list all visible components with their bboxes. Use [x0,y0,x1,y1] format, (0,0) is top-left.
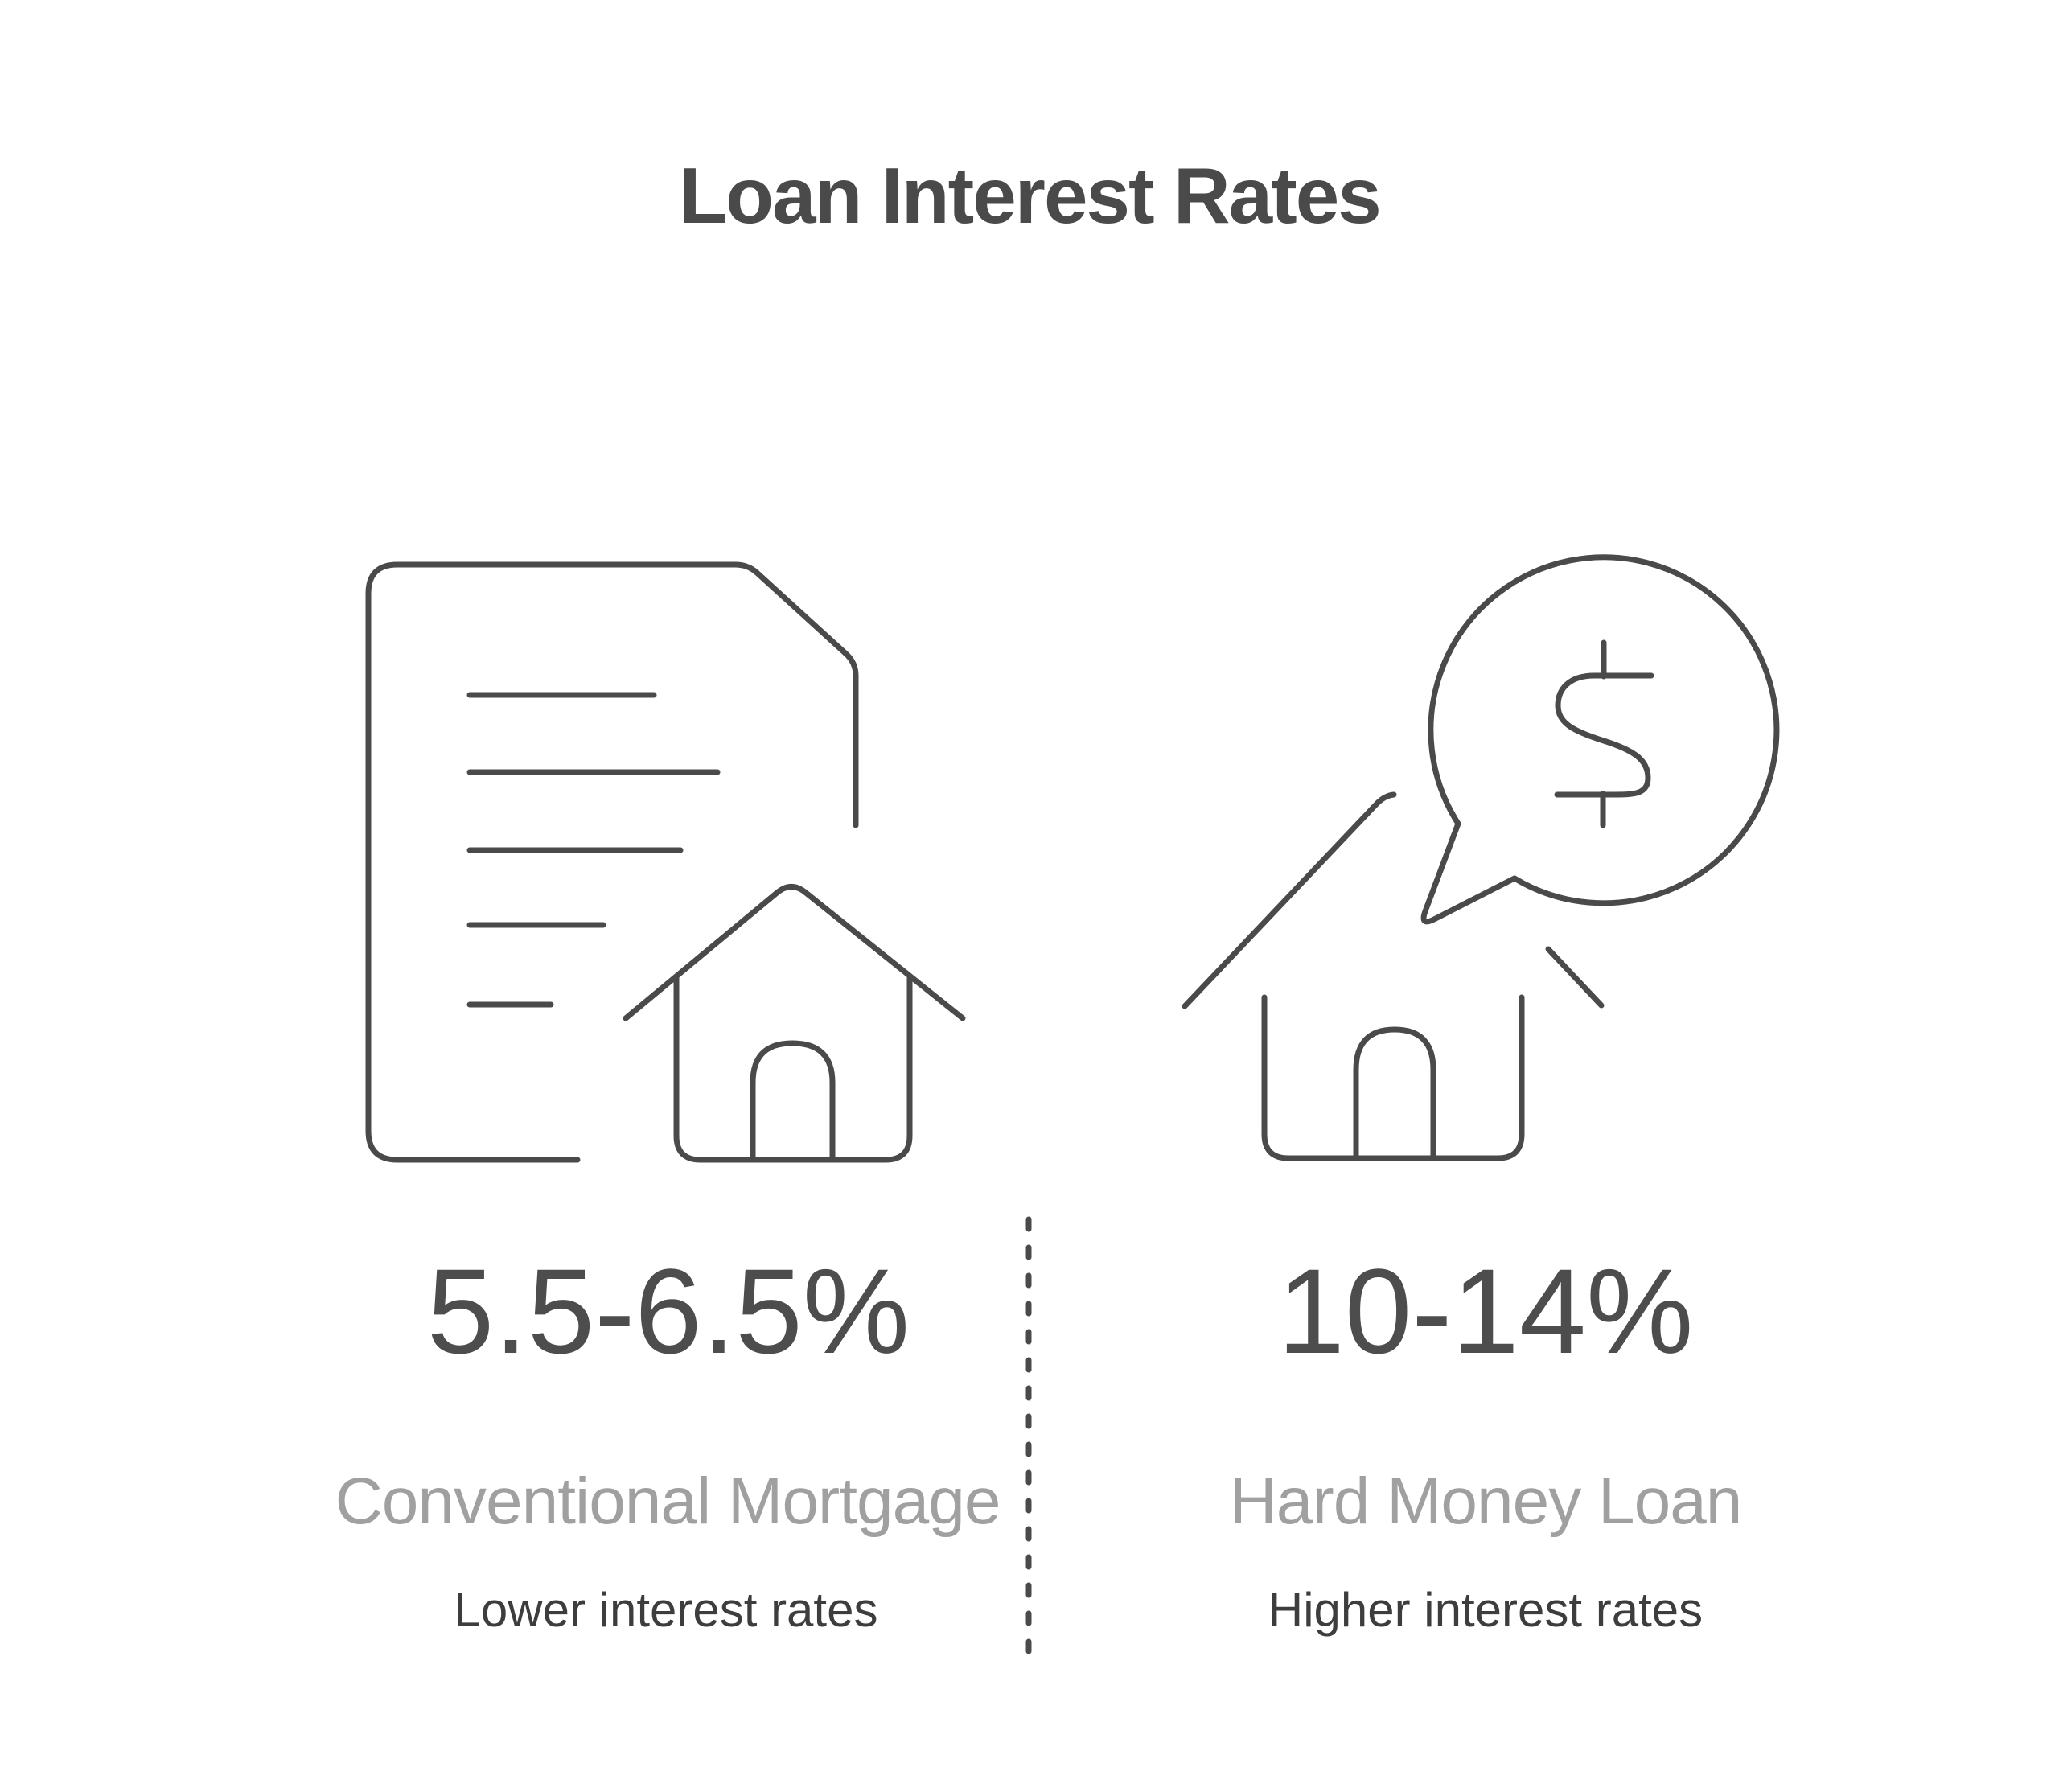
house-door [1353,1026,1436,1161]
page-title: Loan Interest Rates [679,151,1381,240]
dollar-sign [1554,672,1654,798]
house-roof-right [1545,946,1605,1009]
mortgage-document-house-icon [365,561,966,1163]
speech-bubble-outline [1420,554,1780,925]
loan-type-label-left: Conventional Mortgage [335,1465,1001,1538]
house-roof-left [1182,791,1397,1009]
document-outline [365,561,859,1163]
loan-type-label-right: Hard Money Loan [1229,1465,1743,1538]
house-door [750,1040,836,1163]
house-roof [623,884,966,1021]
house-dollar-speech-bubble-icon [1182,554,1780,1161]
rate-value-right: 10-14% [1277,1243,1694,1379]
rate-value-left: 5.5-6.5% [426,1243,910,1379]
dashed-divider [1025,1216,1032,1663]
rate-description-right: Higher interest rates [1268,1583,1704,1637]
house-body [673,975,913,1163]
house-body [1261,994,1525,1161]
rate-description-left: Lower interest rates [454,1583,878,1637]
